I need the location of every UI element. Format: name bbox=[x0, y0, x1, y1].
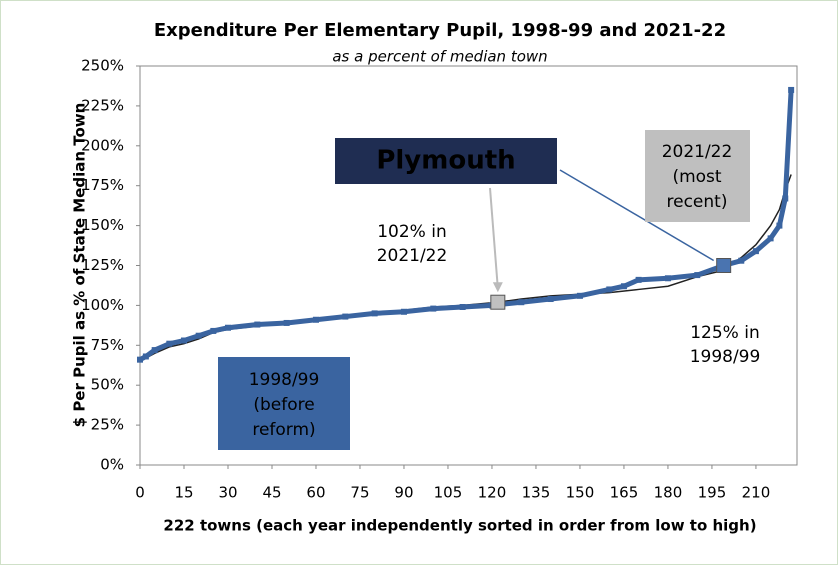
y-tick-label: 50% bbox=[91, 376, 124, 394]
x-tick-label: 30 bbox=[218, 484, 237, 502]
x-tick-label: 45 bbox=[262, 484, 281, 502]
point bbox=[547, 296, 554, 303]
highlight-point bbox=[716, 258, 732, 273]
point bbox=[400, 308, 407, 315]
y-tick-label: 0% bbox=[100, 456, 124, 474]
point bbox=[210, 327, 217, 334]
x-tick-label: 15 bbox=[174, 484, 193, 502]
point bbox=[752, 248, 759, 255]
point bbox=[664, 275, 671, 282]
point bbox=[776, 222, 783, 229]
x-tick-label: 105 bbox=[434, 484, 463, 502]
box-recent-text: 2021/22 bbox=[662, 142, 733, 162]
point bbox=[254, 321, 261, 328]
y-tick-label: 75% bbox=[91, 336, 124, 354]
point bbox=[576, 292, 583, 299]
point bbox=[137, 356, 143, 363]
y-tick-label: 200% bbox=[81, 136, 124, 154]
box-before bbox=[218, 357, 350, 450]
point bbox=[151, 347, 158, 354]
box-recent bbox=[645, 130, 750, 222]
point bbox=[518, 299, 525, 306]
x-tick-label: 90 bbox=[394, 484, 413, 502]
box-before-text: (before bbox=[253, 395, 314, 415]
highlight-label: 2021/22 bbox=[377, 246, 448, 266]
point bbox=[430, 305, 437, 312]
arrow-head bbox=[492, 282, 503, 293]
point bbox=[342, 313, 349, 320]
highlight-label: 102% in bbox=[377, 222, 447, 242]
arrow bbox=[489, 187, 499, 289]
x-tick-label: 0 bbox=[135, 484, 145, 502]
point bbox=[459, 303, 466, 310]
point bbox=[195, 332, 202, 339]
highlight-label: 1998/99 bbox=[690, 347, 761, 367]
y-tick-label: 175% bbox=[81, 176, 124, 194]
x-tick-label: 135 bbox=[522, 484, 551, 502]
y-tick-label: 100% bbox=[81, 296, 124, 314]
box-before-text: reform) bbox=[252, 420, 315, 440]
x-tick-label: 60 bbox=[306, 484, 325, 502]
x-tick-label: 75 bbox=[350, 484, 369, 502]
x-tick-label: 210 bbox=[742, 484, 771, 502]
chart-subtitle: as a percent of median town bbox=[332, 48, 547, 66]
point bbox=[142, 353, 149, 360]
x-tick-label: 195 bbox=[698, 484, 727, 502]
y-axis-title: $ Per Pupil as % of State Median Town bbox=[71, 103, 89, 428]
point bbox=[166, 340, 173, 347]
x-tick-label: 150 bbox=[566, 484, 595, 502]
box-recent-text: (most bbox=[672, 167, 721, 187]
arrow bbox=[559, 169, 715, 262]
point bbox=[371, 310, 378, 317]
box-recent-text: recent) bbox=[667, 192, 728, 212]
point bbox=[224, 324, 231, 331]
box-before-text: 1998/99 bbox=[249, 370, 320, 390]
y-tick-label: 150% bbox=[81, 216, 124, 234]
point bbox=[738, 257, 745, 264]
point bbox=[606, 286, 613, 293]
callout-text: Plymouth bbox=[376, 146, 515, 176]
y-tick-label: 250% bbox=[81, 57, 124, 75]
x-tick-label: 165 bbox=[610, 484, 639, 502]
y-tick-label: 125% bbox=[81, 256, 124, 274]
x-axis-title: 222 towns (each year independently sorte… bbox=[163, 517, 756, 535]
x-tick-label: 180 bbox=[654, 484, 683, 502]
point bbox=[620, 283, 627, 290]
x-tick-label: 120 bbox=[478, 484, 507, 502]
point bbox=[694, 272, 701, 279]
y-tick-label: 25% bbox=[91, 416, 124, 434]
point bbox=[312, 316, 319, 323]
callout-box bbox=[335, 138, 557, 184]
point bbox=[180, 337, 187, 344]
point bbox=[767, 235, 774, 242]
point bbox=[635, 276, 642, 283]
highlight-label: 125% in bbox=[690, 323, 760, 343]
y-tick-label: 225% bbox=[81, 96, 124, 114]
point bbox=[283, 319, 290, 326]
point bbox=[788, 86, 795, 93]
point bbox=[782, 195, 789, 202]
chart-title: Expenditure Per Elementary Pupil, 1998-9… bbox=[154, 20, 726, 41]
highlight-point bbox=[490, 294, 506, 310]
